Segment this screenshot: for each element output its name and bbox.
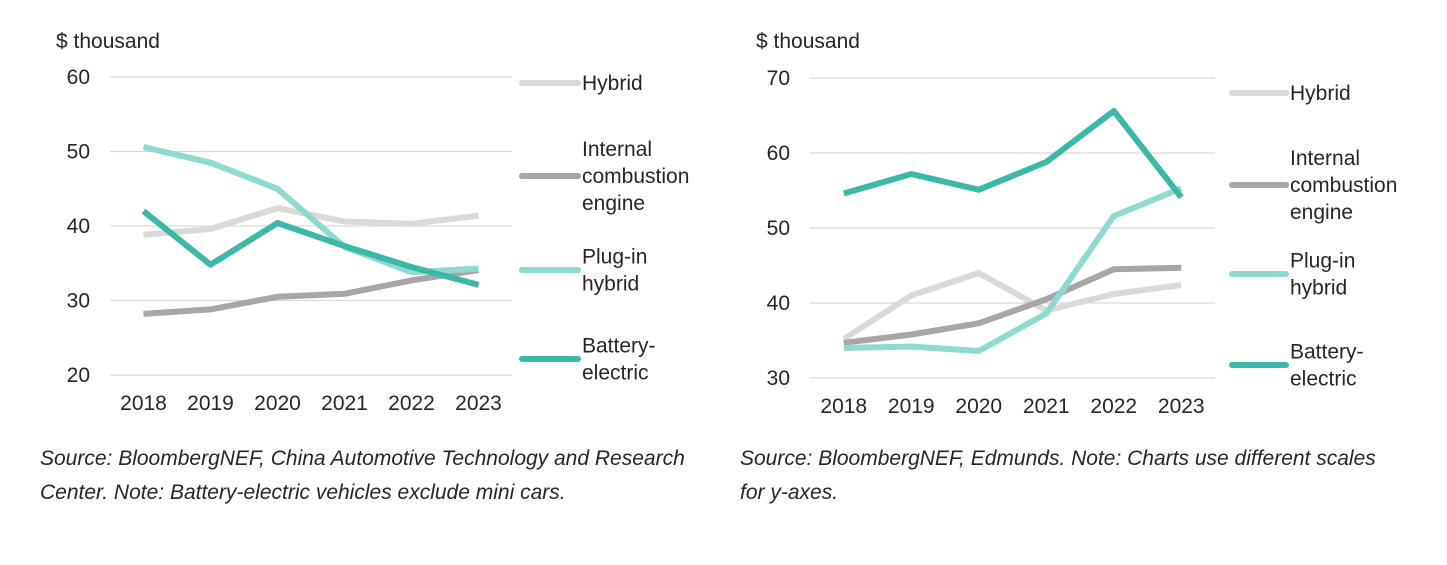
legend-label-internal-combustion-engine: Internal [582, 138, 652, 161]
series-line-plug-in-hybrid [843, 185, 1183, 354]
legend-label-plug-in-hybrid: hybrid [1290, 277, 1347, 300]
right-chart-panel: $ thousand 30 40 50 60 70 2018 2019 2020 2021 2022… [700, 0, 1420, 565]
y-tick-label: 60 [67, 66, 90, 89]
legend-label-battery-electric: Battery- [1290, 341, 1364, 364]
x-tick-label: 2020 [955, 395, 1002, 418]
legend-label-battery-electric: Battery- [582, 335, 656, 358]
series-line-hybrid [842, 270, 1182, 342]
y-tick-label: 40 [767, 292, 790, 315]
x-tick-label: 2021 [321, 392, 368, 415]
y-tick-label: 20 [67, 364, 90, 387]
x-tick-label: 2019 [187, 392, 234, 415]
x-tick-label: 2020 [254, 392, 301, 415]
legend-label-plug-in-hybrid: hybrid [582, 273, 639, 296]
legend-label-internal-combustion-engine: engine [582, 192, 645, 215]
legend-label-internal-combustion-engine: combustion [582, 165, 689, 188]
x-tick-label: 2022 [388, 392, 435, 415]
legend-label-internal-combustion-engine: Internal [1290, 147, 1360, 170]
legend-label-hybrid: Hybrid [1290, 82, 1351, 105]
y-tick-label: 50 [767, 217, 790, 240]
y-tick-label: 60 [767, 142, 790, 165]
y-tick-label: 30 [67, 290, 90, 313]
series-line-battery-electric [842, 108, 1184, 200]
y-axis-unit-label: $ thousand [756, 30, 860, 53]
x-tick-label: 2018 [820, 395, 867, 418]
x-tick-label: 2022 [1090, 395, 1137, 418]
series-line-internal-combustion-engine [143, 267, 479, 317]
x-tick-label: 2021 [1023, 395, 1070, 418]
left-chart-panel: $ thousand 20 30 40 50 60 2018 2019 2020 2021 2022… [0, 0, 720, 565]
legend-label-hybrid: Hybrid [582, 72, 643, 95]
x-tick-label: 2023 [455, 392, 502, 415]
y-tick-label: 70 [767, 67, 790, 90]
x-tick-label: 2023 [1158, 395, 1205, 418]
legend-label-plug-in-hybrid: Plug-in [1290, 250, 1355, 273]
left-source-note: Source: BloombergNEF, China Automotive T… [40, 447, 685, 504]
right-source-note: Source: BloombergNEF, Edmunds. Note: Cha… [740, 447, 1376, 504]
legend-label-internal-combustion-engine: combustion [1290, 174, 1397, 197]
y-axis-unit-label: $ thousand [56, 30, 160, 53]
series-line-internal-combustion-engine [843, 264, 1182, 346]
legend-label-internal-combustion-engine: engine [1290, 201, 1353, 224]
series-line-battery-electric [141, 208, 480, 288]
x-tick-label: 2018 [120, 392, 167, 415]
left-line-chart: $ thousand 20 30 40 50 60 2018 2019 2020 2021 2022… [56, 30, 689, 415]
legend-label-plug-in-hybrid: Plug-in [582, 246, 647, 269]
y-tick-label: 40 [67, 215, 90, 238]
x-tick-label: 2019 [888, 395, 935, 418]
right-line-chart: $ thousand 30 40 50 60 70 2018 2019 2020 2021 2022… [756, 30, 1397, 418]
legend-label-battery-electric: electric [1290, 368, 1357, 391]
y-tick-label: 50 [67, 141, 90, 164]
y-tick-label: 30 [767, 367, 790, 390]
legend-label-battery-electric: electric [582, 362, 649, 385]
